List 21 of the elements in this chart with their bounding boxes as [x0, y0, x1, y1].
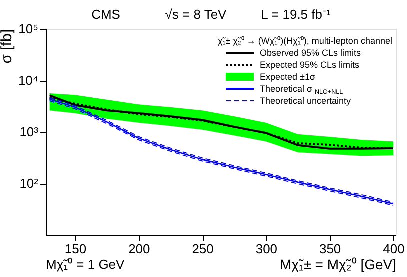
x-axis-title: Mχ̃₁± = Mχ̃₂⁰ [GeV] [280, 256, 396, 272]
text: Mχ̃₁⁰ = 1 GeV [46, 257, 126, 272]
x-tick-label: 300 [256, 242, 278, 256]
x-tick-label: 400 [383, 242, 405, 256]
y-tick-label: 10⁴ [18, 73, 38, 88]
y-tick-label: 10⁵ [18, 22, 38, 36]
text: √s = 8 TeV [165, 7, 228, 22]
x-tick-label: 150 [64, 242, 87, 256]
legend-label: Expected ±1σ [260, 72, 316, 82]
legend-label: Observed 95% CLs limits [260, 48, 362, 58]
y-tick-label: 10³ [20, 124, 40, 140]
legend-label: Theoretical uncertainty [260, 96, 352, 106]
y-axis-title: σ [fb] [0, 30, 16, 64]
x-tick-label: 200 [128, 242, 150, 256]
x-tick-label: 350 [319, 242, 342, 256]
y-tick-label: 10² [20, 176, 40, 191]
legend-title: χ̃₁± χ̃₂⁰ → (Wχ̃₁⁰)(Hχ̃₁⁰), multi-lepton channel [218, 36, 392, 46]
legend-label: Expected 95% CLs limits [260, 60, 360, 70]
text: L = 19.5 fb⁻¹ [261, 7, 332, 22]
chart-title: CMS [92, 7, 121, 22]
x-tick-label: 250 [192, 242, 214, 256]
